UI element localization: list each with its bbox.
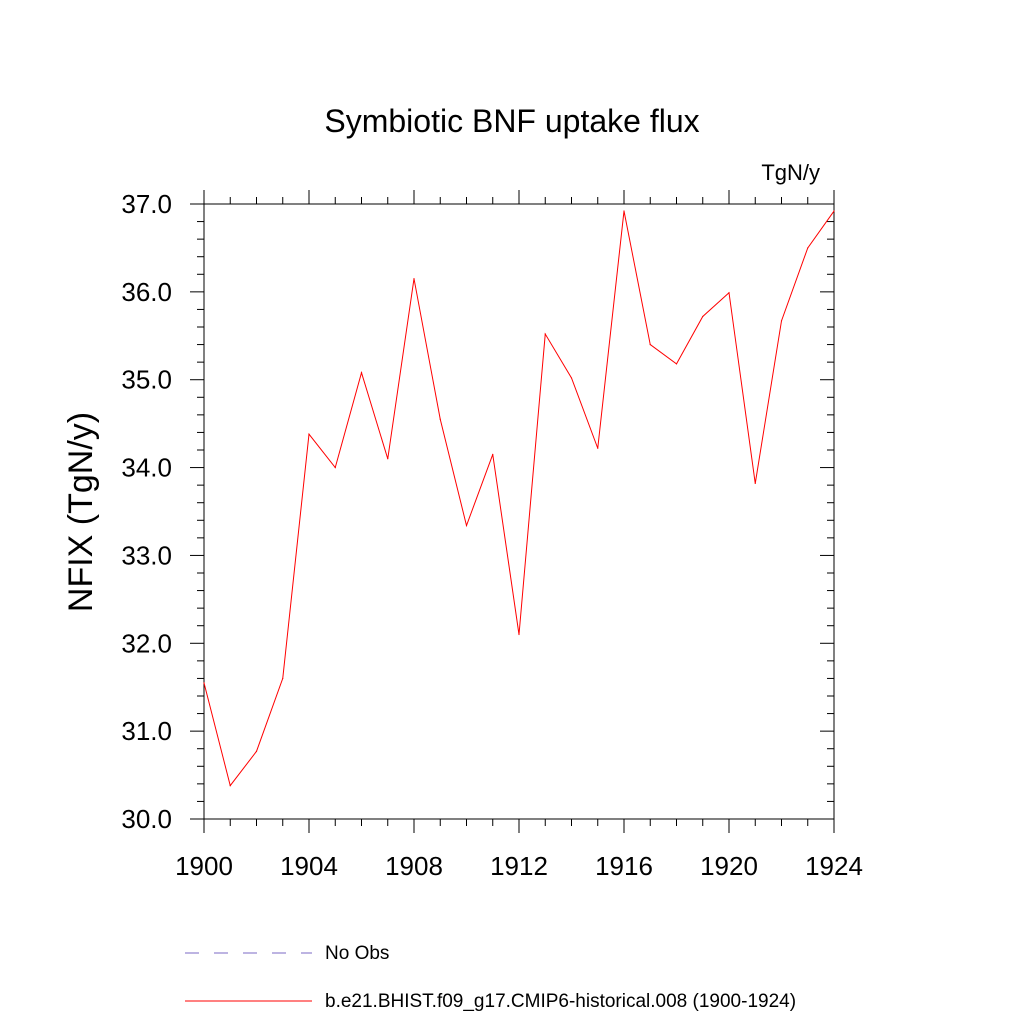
x-tick-label: 1908 <box>385 851 443 881</box>
data-point <box>649 343 651 346</box>
x-tick-label: 1904 <box>280 851 338 881</box>
data-point <box>439 418 441 420</box>
data-point <box>465 524 468 527</box>
data-point <box>492 453 494 455</box>
data-point <box>544 333 546 335</box>
y-tick-label: 37.0 <box>121 189 172 219</box>
series-group <box>203 210 835 787</box>
x-tick-labels: 1900 1904 1908 1912 1916 1920 1924 <box>175 851 863 881</box>
data-point <box>387 458 389 460</box>
y-tick-label: 31.0 <box>121 716 172 746</box>
data-point <box>518 633 520 636</box>
data-point <box>570 377 573 379</box>
data-point <box>833 210 835 212</box>
y-tick-label: 33.0 <box>121 540 172 570</box>
data-point <box>623 210 625 212</box>
x-tick-label: 1916 <box>595 851 653 881</box>
axis-ticks <box>190 190 835 833</box>
data-point <box>308 433 310 435</box>
y-tick-labels: 30.0 31.0 32.0 33.0 34.0 35.0 36.0 37.0 <box>121 189 172 834</box>
data-point <box>754 482 756 484</box>
y-tick-label: 35.0 <box>121 365 172 395</box>
y-tick-label: 30.0 <box>121 804 172 834</box>
plot-frame <box>203 203 835 820</box>
data-point <box>360 372 363 374</box>
legend-label-historical: b.e21.BHIST.f09_g17.CMIP6-historical.008… <box>325 991 796 1012</box>
data-point <box>728 292 730 294</box>
y-axis-label: NFIX (TgN/y) <box>62 412 100 612</box>
y-tick-label: 32.0 <box>121 628 172 658</box>
y-tick-label: 36.0 <box>121 277 172 307</box>
data-point <box>780 320 783 322</box>
series-line-0 <box>203 210 835 787</box>
y-tick-label: 34.0 <box>121 453 172 483</box>
data-point <box>675 363 678 365</box>
legend-label-no-obs: No Obs <box>325 943 389 964</box>
chart-title: Symbiotic BNF uptake flux <box>324 103 699 139</box>
data-point <box>334 466 336 469</box>
data-point <box>203 682 205 684</box>
data-point <box>229 785 231 787</box>
data-point <box>282 677 284 680</box>
data-point <box>807 247 809 249</box>
data-point <box>413 278 415 280</box>
x-tick-label: 1924 <box>805 851 863 881</box>
data-point <box>255 750 258 752</box>
x-tick-label: 1900 <box>175 851 233 881</box>
data-point <box>702 315 704 318</box>
data-point <box>597 447 599 449</box>
legend: No Obs b.e21.BHIST.f09_g17.CMIP6-histori… <box>185 943 796 1012</box>
x-tick-label: 1920 <box>700 851 758 881</box>
x-tick-label: 1912 <box>490 851 548 881</box>
units-label: TgN/y <box>761 160 820 185</box>
